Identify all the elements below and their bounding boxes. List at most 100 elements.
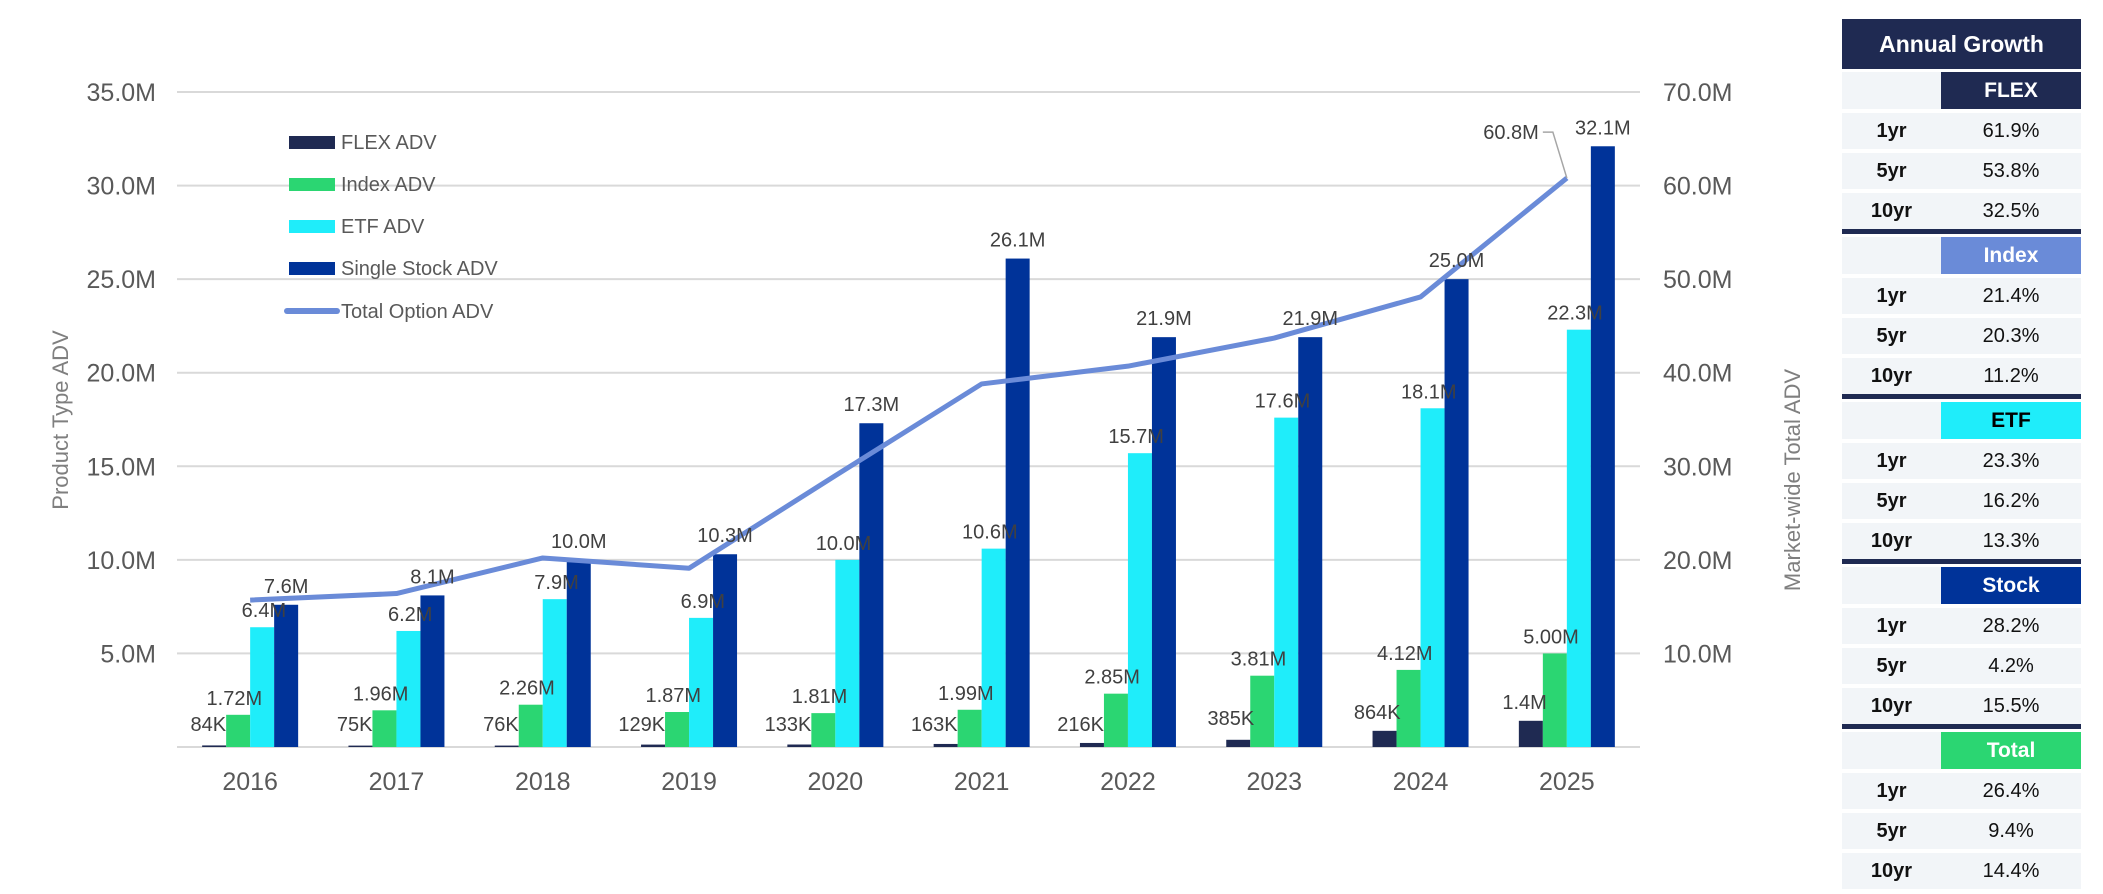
legend-label: ETF ADV — [341, 216, 425, 238]
bar-etf-adv — [1420, 408, 1445, 747]
data-label: 26.1M — [990, 230, 1046, 252]
legend-label: FLEX ADV — [341, 132, 437, 154]
data-label: 1.99M — [938, 683, 994, 705]
data-label: 1.87M — [645, 685, 701, 707]
period-label: 5yr — [1876, 654, 1907, 677]
bars — [202, 146, 1615, 747]
x-tick-label: 2023 — [1246, 768, 1302, 796]
table-row: 5yr 16.2% — [1842, 483, 2081, 519]
table-row: 10yr 11.2% — [1842, 358, 2081, 394]
data-label: 1.81M — [792, 686, 848, 708]
period-label: 10yr — [1870, 694, 1913, 717]
table-row: 5yr 9.4% — [1842, 813, 2081, 849]
bar-etf-adv — [1566, 329, 1591, 747]
total-option-line — [250, 176, 1569, 603]
annual-growth-table: Annual Growth FLEX 1yr 61.9% 5yr 53.8% 10yr 32… — [1842, 19, 2081, 889]
bar-index-adv — [226, 714, 251, 747]
bar-flex-adv — [1372, 730, 1397, 747]
growth-value: 53.8% — [1982, 159, 2040, 182]
data-label: 10.3M — [697, 525, 753, 547]
period-label: 1yr — [1876, 284, 1907, 307]
data-label: 6.9M — [681, 591, 725, 613]
growth-value: 32.5% — [1982, 199, 2040, 222]
data-label: 10.0M — [816, 533, 872, 555]
bar-single-stock-adv — [566, 559, 591, 747]
legend-label: Index ADV — [341, 174, 436, 196]
table-row: 10yr 13.3% — [1842, 523, 2081, 559]
x-tick-label: 2016 — [222, 768, 278, 796]
data-label: 17.3M — [844, 394, 900, 416]
bar-flex-adv — [1226, 739, 1251, 747]
right-tick-label: 50.0M — [1663, 266, 1732, 294]
right-tick-label: 20.0M — [1663, 547, 1732, 575]
bar-index-adv — [1250, 675, 1275, 747]
bar-index-adv — [811, 713, 836, 747]
bar-index-adv — [372, 710, 397, 747]
data-label: 7.9M — [534, 572, 578, 594]
data-label: 5.00M — [1523, 626, 1579, 648]
data-label: 385K — [1208, 708, 1255, 730]
data-label: 10.6M — [962, 522, 1018, 544]
x-tick-label: 2025 — [1539, 768, 1595, 796]
table-row: 10yr 15.5% — [1842, 688, 2081, 724]
data-label: 21.9M — [1282, 308, 1338, 330]
period-label: 5yr — [1876, 819, 1907, 842]
period-label: 10yr — [1870, 364, 1913, 387]
table-row: 1yr 23.3% — [1842, 443, 2081, 479]
category-spacer — [1842, 237, 1941, 274]
table-row: 1yr 26.4% — [1842, 773, 2081, 809]
category-spacer — [1842, 402, 1941, 439]
data-label: 8.1M — [410, 566, 454, 588]
x-tick-label: 2022 — [1100, 768, 1156, 796]
right-tick-label: 70.0M — [1663, 79, 1732, 107]
total-line — [250, 131, 1569, 603]
data-label: 75K — [337, 714, 373, 736]
table-row: 10yr 14.4% — [1842, 853, 2081, 889]
bar-etf-adv — [1127, 453, 1152, 747]
data-label: 133K — [765, 714, 812, 736]
period-label: 1yr — [1876, 779, 1907, 802]
right-tick-label: 40.0M — [1663, 360, 1732, 388]
table-row: 1yr 21.4% — [1842, 278, 2081, 314]
period-label: 10yr — [1870, 199, 1913, 222]
data-label: 22.3M — [1547, 303, 1603, 325]
left-tick-label: 30.0M — [87, 173, 156, 201]
growth-value: 15.5% — [1982, 694, 2040, 717]
bar-etf-adv — [1274, 417, 1299, 747]
bar-etf-adv — [689, 617, 714, 747]
table-block-etf: ETF 1yr 23.3% 5yr 16.2% 10yr 13.3% — [1842, 402, 2081, 564]
data-label: 1.4M — [1502, 692, 1546, 714]
bar-index-adv — [957, 709, 982, 747]
left-axis-ticks: 5.0M 10.0M 15.0M 20.0M 25.0M 30.0M 35.0M — [87, 79, 156, 668]
x-tick-label: 2018 — [515, 768, 571, 796]
bar-etf-adv — [835, 559, 860, 747]
table-row: 1yr 28.2% — [1842, 608, 2081, 644]
right-axis-ticks: 10.0M 20.0M 30.0M 40.0M 50.0M 60.0M 70.0M — [1663, 79, 1732, 668]
left-tick-label: 35.0M — [87, 79, 156, 107]
x-tick-label: 2021 — [954, 768, 1010, 796]
period-label: 1yr — [1876, 614, 1907, 637]
growth-value: 13.3% — [1982, 529, 2040, 552]
right-tick-label: 60.0M — [1663, 173, 1732, 201]
category-header: ETF — [1941, 402, 2081, 439]
leader-line — [1542, 131, 1568, 179]
data-label: 129K — [618, 714, 665, 736]
category-header: Stock — [1941, 567, 2081, 604]
category-row: Stock — [1842, 567, 2081, 604]
legend-label: Total Option ADV — [341, 301, 494, 323]
bar-single-stock-adv — [1444, 279, 1469, 747]
bar-single-stock-adv — [420, 595, 445, 747]
table-block-index: Index 1yr 21.4% 5yr 20.3% 10yr 11.2% — [1842, 237, 2081, 399]
data-label: 17.6M — [1255, 391, 1311, 413]
period-label: 10yr — [1870, 529, 1913, 552]
growth-value: 28.2% — [1982, 614, 2040, 637]
growth-value: 21.4% — [1982, 284, 2040, 307]
data-label: 6.2M — [388, 604, 432, 626]
category-spacer — [1842, 567, 1941, 604]
bar-single-stock-adv — [859, 423, 884, 747]
growth-value: 23.3% — [1982, 449, 2040, 472]
category-header: Index — [1941, 237, 2081, 274]
period-label: 10yr — [1870, 859, 1913, 882]
bar-single-stock-adv — [274, 604, 299, 747]
x-axis-ticks: 2016 2017 2018 2019 2020 2021 2022 2023 2024 2025 — [222, 768, 1594, 796]
